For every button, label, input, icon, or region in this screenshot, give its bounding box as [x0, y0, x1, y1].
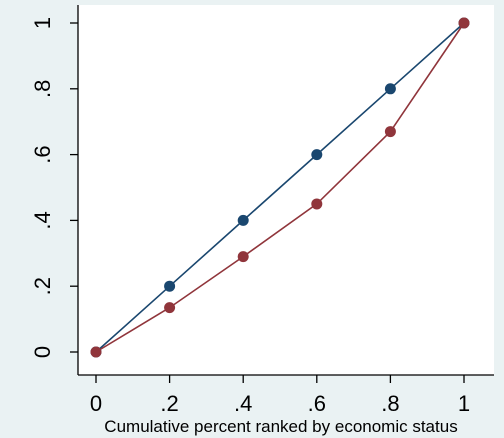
y-tick-label: .4	[30, 211, 55, 229]
x-axis-title: Cumulative percent ranked by economic st…	[104, 417, 457, 436]
y-tick-label: .6	[30, 145, 55, 163]
series-1-point	[237, 214, 249, 226]
series-2-point	[311, 198, 323, 210]
plot-area	[78, 5, 494, 375]
x-tick-label: 0	[90, 391, 102, 416]
x-axis: 0 .2 .4 .6 .8 1	[78, 374, 494, 416]
series-2-point	[164, 302, 176, 314]
x-tick-label: .2	[160, 391, 178, 416]
x-tick-label: .6	[308, 391, 326, 416]
series-1-point	[384, 83, 396, 95]
series-1-point	[164, 280, 176, 292]
y-tick-label: 1	[30, 17, 55, 29]
x-tick-label: .8	[381, 391, 399, 416]
y-axis: 0 .2 .4 .6 .8 1	[30, 5, 79, 375]
y-tick-label: .8	[30, 80, 55, 98]
series-1-line	[95, 22, 465, 353]
series-2-point	[384, 126, 396, 138]
series-1-point	[311, 149, 323, 161]
series-2-line	[95, 22, 465, 353]
series-2-point	[237, 251, 249, 263]
y-tick-label: 0	[30, 346, 55, 358]
series-2-point	[90, 346, 102, 358]
y-tick-label: .2	[30, 277, 55, 295]
series-layer	[90, 17, 470, 358]
series-2-point	[458, 17, 470, 29]
x-tick-label: 1	[458, 391, 470, 416]
x-tick-label: .4	[234, 391, 252, 416]
